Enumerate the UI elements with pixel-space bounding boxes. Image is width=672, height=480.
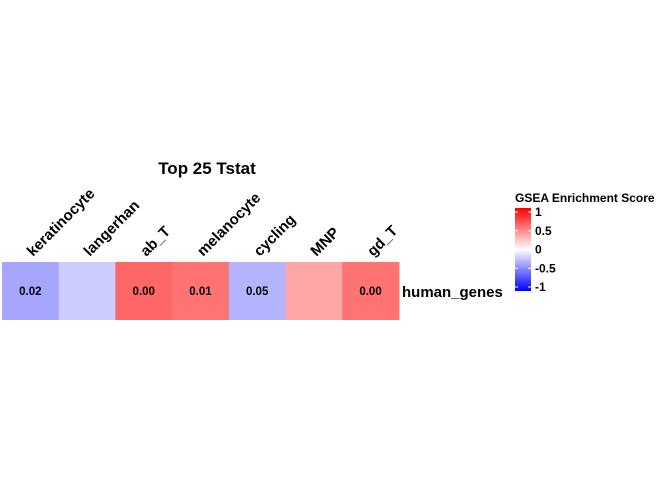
heatmap-cells: 0.02 0.00 0.01 0.05 0.00 bbox=[2, 262, 400, 320]
cell-label-gd_T: 0.00 bbox=[359, 286, 381, 298]
legend-tick-label: -1 bbox=[535, 280, 546, 294]
cell-label-keratinocyte: 0.02 bbox=[19, 286, 41, 298]
color-legend: GSEA Enrichment Score 1 0.5 0 -0.5 -1 bbox=[515, 191, 655, 294]
heatmap-cell-cycling bbox=[228, 262, 286, 320]
heatmap-cell-melanocyte bbox=[172, 262, 230, 320]
column-label-MNP: MNP bbox=[307, 224, 343, 260]
row-label: human_genes bbox=[402, 284, 503, 301]
legend-tick-label: 1 bbox=[535, 205, 542, 219]
legend-title: GSEA Enrichment Score bbox=[515, 191, 655, 205]
cell-label-melanocyte: 0.01 bbox=[189, 286, 212, 298]
legend-tick-label: 0.5 bbox=[535, 224, 552, 238]
heatmap-cell-langerhan bbox=[58, 262, 116, 320]
column-label-cycling: cycling bbox=[251, 211, 300, 260]
legend-tick-label: -0.5 bbox=[535, 261, 556, 275]
legend-tick-label: 0 bbox=[535, 243, 542, 257]
heatmap-cell-keratinocyte bbox=[2, 262, 60, 320]
heatmap-cell-MNP bbox=[285, 262, 343, 320]
legend-ticks: 1 0.5 0 -0.5 -1 bbox=[515, 205, 556, 294]
cell-label-cycling: 0.05 bbox=[246, 286, 269, 298]
chart-title: Top 25 Tstat bbox=[158, 159, 256, 178]
heatmap-cell-ab_T bbox=[115, 262, 173, 320]
column-label-gd_T: gd_T bbox=[364, 222, 401, 259]
column-label-langerhan: langerhan bbox=[81, 197, 144, 260]
cell-label-ab_T: 0.00 bbox=[133, 286, 155, 298]
column-label-ab_T: ab_T bbox=[137, 223, 174, 260]
heatmap-cell-gd_T bbox=[342, 262, 400, 320]
legend-color-bar bbox=[515, 208, 531, 291]
